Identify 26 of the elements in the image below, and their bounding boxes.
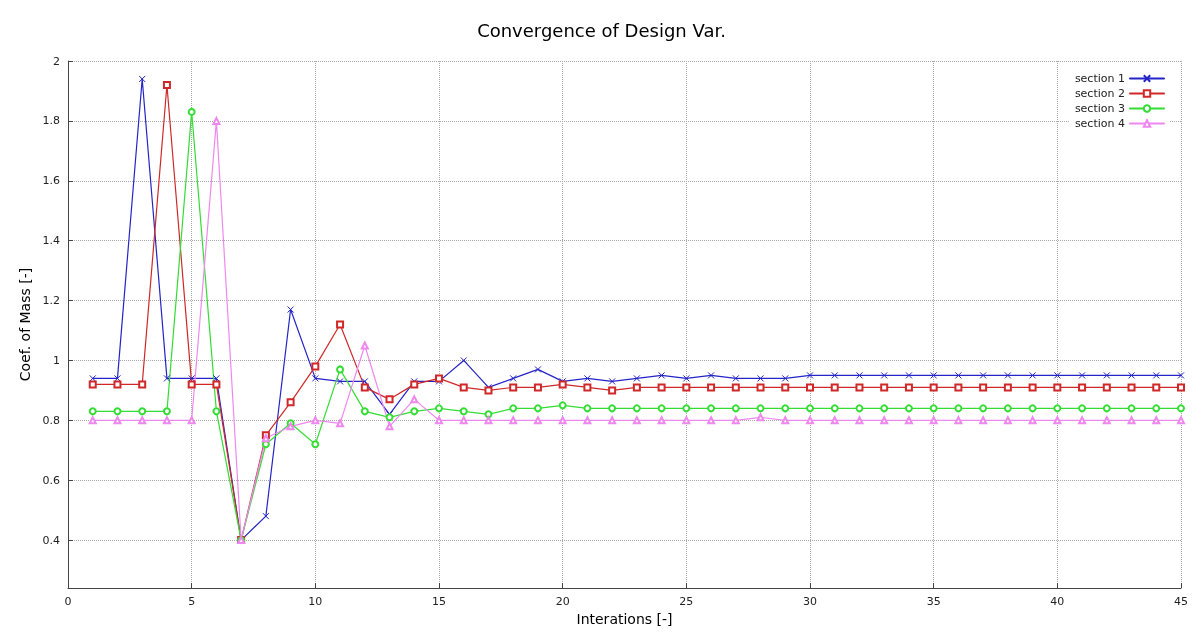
x-tick-label: 20 (555, 595, 570, 608)
legend-label: section 1 (1074, 72, 1125, 85)
legend-label: section 4 (1074, 117, 1125, 130)
y-tick-label: 0.4 (42, 533, 60, 547)
x-tick-label: 40 (1050, 595, 1065, 608)
legend-label: section 2 (1074, 87, 1125, 100)
x-tick-label: 45 (1174, 595, 1188, 608)
y-tick-label: 0.6 (42, 473, 60, 487)
y-tick-label: 1.6 (42, 174, 60, 188)
x-tick-label: 0 (64, 595, 72, 608)
x-tick-label: 5 (188, 595, 196, 608)
y-tick-label: 1.2 (42, 294, 60, 308)
y-tick-label: 1.8 (42, 114, 60, 128)
y-tick-label: 0.8 (42, 413, 60, 427)
x-tick-label: 35 (926, 595, 941, 608)
y-tick-label: 2 (53, 54, 60, 68)
x-axis-title: Interations [-] (576, 611, 673, 627)
legend-label: section 3 (1074, 102, 1125, 115)
x-tick-label: 10 (308, 595, 323, 608)
x-tick-label: 30 (803, 595, 817, 608)
y-tick-label: 1.4 (42, 234, 60, 248)
y-tick-label: 1 (53, 353, 60, 367)
x-tick-label: 25 (679, 595, 694, 608)
x-tick-label: 15 (432, 595, 446, 608)
chart-title: Convergence of Design Var. (477, 19, 726, 41)
y-axis-title: Coef. of Mass [-] (16, 267, 33, 382)
